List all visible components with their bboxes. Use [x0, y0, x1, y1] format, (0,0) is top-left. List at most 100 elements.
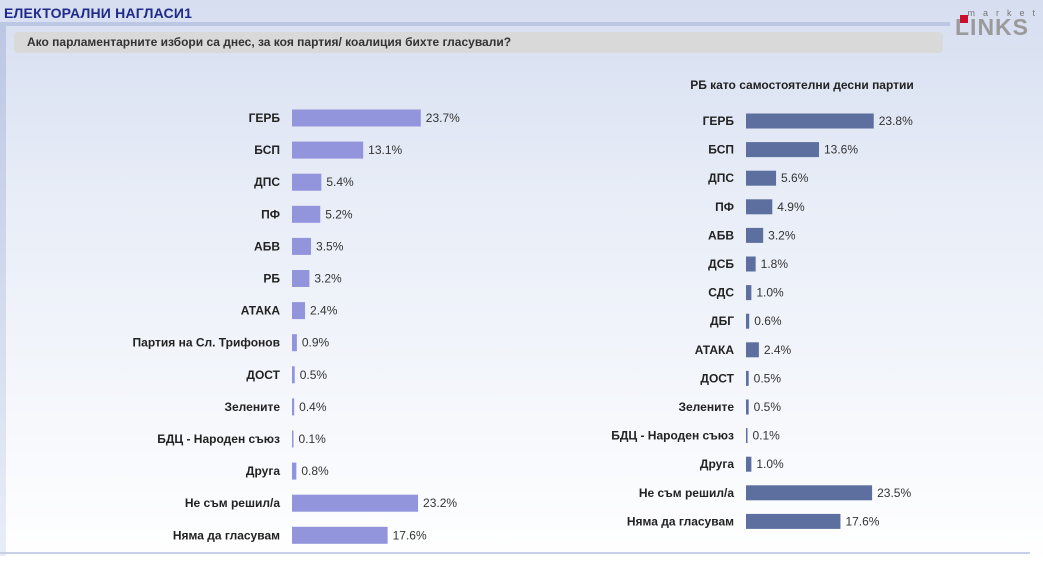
category-label: СДС — [708, 286, 734, 300]
title-underline — [0, 22, 950, 26]
value-label: 23.2% — [423, 496, 457, 510]
value-label: 0.1% — [299, 432, 327, 446]
value-label: 0.9% — [302, 336, 330, 350]
bar — [292, 366, 295, 384]
question-banner: Ако парламентарните избори са днес, за к… — [14, 32, 943, 53]
chart-title: РБ като самостоятелни десни партии — [690, 78, 914, 92]
bar — [746, 142, 819, 158]
bar — [746, 428, 748, 444]
bar — [746, 399, 749, 415]
bar — [746, 113, 874, 129]
category-label: Не съм решил/а — [639, 486, 734, 500]
value-label: 3.5% — [316, 239, 344, 253]
category-label: АТАКА — [695, 343, 735, 357]
value-label: 0.5% — [300, 368, 328, 382]
bar — [292, 109, 421, 127]
bar — [746, 342, 759, 358]
value-label: 0.5% — [754, 400, 782, 414]
value-label: 3.2% — [768, 228, 796, 242]
value-label: 23.5% — [877, 486, 911, 500]
category-label: ПФ — [261, 207, 280, 221]
bar — [746, 227, 764, 243]
bar — [292, 494, 419, 512]
bar — [292, 462, 297, 480]
category-label: БДЦ - Народен съюз — [611, 429, 734, 443]
category-label: ДСБ — [708, 257, 734, 271]
chart-rb-split: РБ като самостоятелни десни партии ГЕРБ 23… — [611, 78, 914, 529]
category-label: АБВ — [254, 239, 280, 253]
logo-red-square — [960, 15, 968, 23]
category-label: БДЦ - Народен съюз — [157, 432, 280, 446]
bar — [746, 285, 752, 301]
value-label: 0.1% — [753, 429, 781, 443]
category-label: БСП — [254, 143, 280, 157]
bar — [746, 256, 756, 272]
value-label: 0.5% — [754, 371, 782, 385]
category-label: ДОСТ — [246, 368, 280, 382]
bar — [292, 173, 322, 191]
value-label: 23.8% — [879, 114, 913, 128]
value-label: 1.0% — [756, 286, 784, 300]
category-label: Друга — [246, 464, 280, 478]
category-label: Не съм решил/а — [185, 496, 280, 510]
bar — [746, 313, 750, 329]
bar — [746, 199, 773, 215]
left-border — [0, 26, 6, 556]
value-label: 5.4% — [326, 175, 354, 189]
chart-all-parties: ГЕРБ 23.7% БСП 13.1% ДПС 5.4% ПФ 5.2% АБВ 3.5% РБ 3… — [133, 109, 460, 544]
category-label: АБВ — [708, 228, 734, 242]
category-label: Зелените — [224, 400, 280, 414]
category-label: ПФ — [715, 200, 734, 214]
value-label: 17.6% — [845, 514, 879, 528]
bar — [292, 334, 297, 352]
category-label: ГЕРБ — [703, 114, 735, 128]
category-label: Няма да гласувам — [627, 514, 734, 528]
value-label: 13.6% — [824, 143, 858, 157]
category-label: ДБГ — [710, 314, 734, 328]
bar — [746, 370, 749, 386]
category-label: АТАКА — [241, 304, 281, 318]
bar — [292, 526, 388, 544]
bar — [292, 270, 310, 287]
category-label: РБ — [263, 272, 280, 286]
bar — [292, 302, 306, 320]
bar — [746, 170, 777, 186]
brand-logo: market LINKS — [955, 8, 1043, 40]
value-label: 0.4% — [299, 400, 327, 414]
value-label: 23.7% — [426, 111, 460, 125]
category-label: Партия на Сл. Трифонов — [133, 336, 280, 350]
value-label: 17.6% — [393, 528, 427, 542]
bar — [746, 485, 873, 501]
category-label: ДОСТ — [700, 371, 734, 385]
value-label: 2.4% — [310, 304, 338, 318]
category-label: ДПС — [708, 171, 734, 185]
value-label: 1.8% — [761, 257, 789, 271]
value-label: 0.6% — [754, 314, 782, 328]
category-label: ГЕРБ — [249, 111, 281, 125]
value-label: 5.2% — [325, 207, 353, 221]
category-label: Няма да гласувам — [173, 528, 280, 542]
value-label: 13.1% — [368, 143, 402, 157]
bar — [292, 141, 364, 159]
question-text: Ако парламентарните избори са днес, за к… — [27, 35, 512, 49]
bar — [746, 456, 752, 472]
page-title: ЕЛЕКТОРАЛНИ НАГЛАСИ1 — [4, 5, 193, 21]
category-label: Друга — [700, 457, 734, 471]
bar — [292, 205, 321, 223]
bar — [292, 237, 312, 255]
category-label: ДПС — [254, 175, 280, 189]
value-label: 0.8% — [301, 464, 329, 478]
value-label: 4.9% — [777, 200, 805, 214]
category-label: БСП — [708, 143, 734, 157]
bar — [292, 398, 295, 416]
value-label: 5.6% — [781, 171, 809, 185]
value-label: 2.4% — [764, 343, 792, 357]
value-label: 1.0% — [756, 457, 784, 471]
value-label: 3.2% — [314, 272, 342, 286]
bar — [746, 513, 841, 529]
bottom-divider — [0, 552, 1030, 554]
logo-top-text: market — [967, 8, 1043, 18]
bar — [292, 430, 294, 448]
category-label: Зелените — [678, 400, 734, 414]
